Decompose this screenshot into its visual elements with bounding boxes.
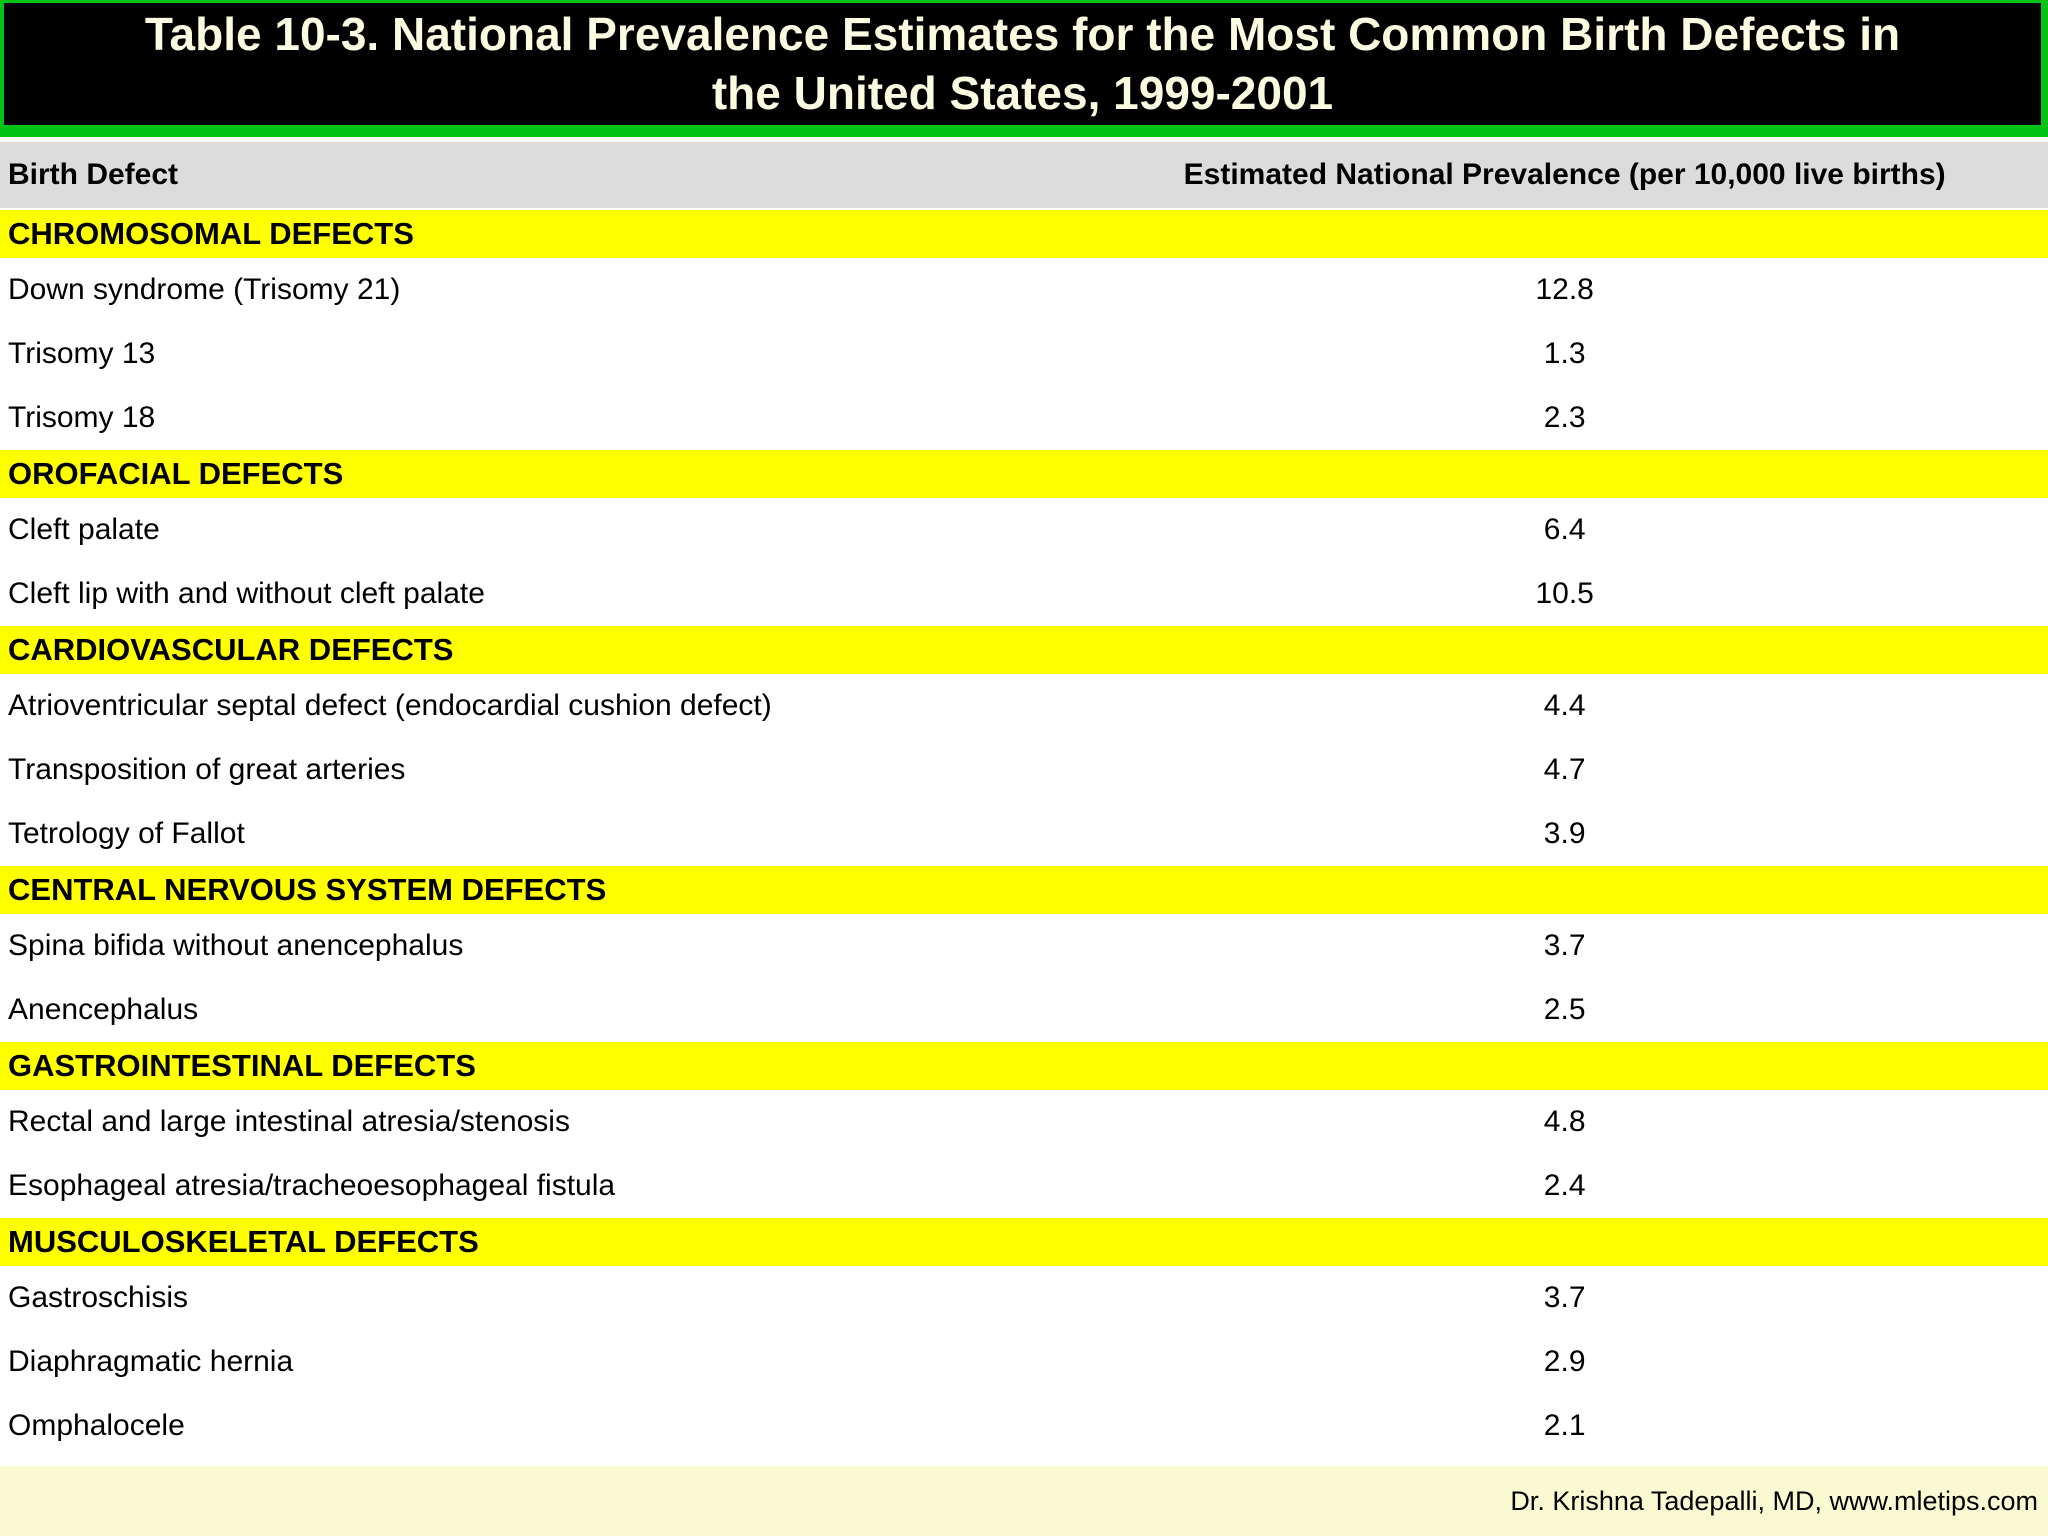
prevalence-value: 6.4	[1543, 513, 1586, 546]
table-row: Anencephalus 2.5	[0, 978, 2048, 1042]
table-body: CHROMOSOMAL DEFECTS Down syndrome (Trisom…	[0, 210, 2048, 1458]
defect-label: Trisomy 18	[8, 401, 156, 434]
table-row: Rectal and large intestinal atresia/sten…	[0, 1090, 2048, 1154]
defect-label: Rectal and large intestinal atresia/sten…	[8, 1105, 570, 1138]
defect-label: Atrioventricular septal defect (endocard…	[8, 689, 772, 722]
defect-label: Spina bifida without anencephalus	[8, 929, 464, 962]
column-header-row: Birth Defect Estimated National Prevalen…	[0, 142, 2048, 208]
section-header: CARDIOVASCULAR DEFECTS	[0, 626, 2048, 674]
prevalence-value: 3.7	[1543, 1281, 1586, 1314]
section-header: OROFACIAL DEFECTS	[0, 450, 2048, 498]
table-row: Diaphragmatic hernia 2.9	[0, 1330, 2048, 1394]
table-row: Cleft palate 6.4	[0, 498, 2048, 562]
defect-label: Omphalocele	[8, 1409, 185, 1442]
prevalence-value: 4.8	[1543, 1105, 1586, 1138]
column-header-prevalence: Estimated National Prevalence (per 10,00…	[1183, 158, 1946, 191]
defect-label: Esophageal atresia/tracheoesophageal fis…	[8, 1169, 616, 1202]
prevalence-value: 2.5	[1543, 993, 1586, 1026]
prevalence-value: 2.4	[1543, 1169, 1586, 1202]
table-title-line-2: the United States, 1999-2001	[711, 67, 1334, 119]
defect-label: Trisomy 13	[8, 337, 156, 370]
prevalence-value: 2.9	[1543, 1345, 1586, 1378]
defect-label: Cleft palate	[8, 513, 160, 546]
prevalence-value: 12.8	[1535, 273, 1594, 306]
section-header: CENTRAL NERVOUS SYSTEM DEFECTS	[0, 866, 2048, 914]
prevalence-value: 4.4	[1543, 689, 1586, 722]
table-row: Gastroschisis 3.7	[0, 1266, 2048, 1330]
prevalence-value: 2.1	[1543, 1409, 1586, 1442]
prevalence-value: 3.7	[1543, 929, 1586, 962]
section-header: MUSCULOSKELETAL DEFECTS	[0, 1218, 2048, 1266]
defect-label: Anencephalus	[8, 993, 199, 1026]
table-row: Cleft lip with and without cleft palate 1…	[0, 562, 2048, 626]
defect-label: Transposition of great arteries	[8, 753, 406, 786]
defect-label: Cleft lip with and without cleft palate	[8, 577, 485, 610]
table-row: Tetrology of Fallot 3.9	[0, 802, 2048, 866]
prevalence-value: 10.5	[1535, 577, 1594, 610]
table-row: Down syndrome (Trisomy 21) 12.8	[0, 258, 2048, 322]
prevalence-value: 1.3	[1543, 337, 1586, 370]
column-header-birth-defect: Birth Defect	[8, 158, 179, 191]
table-row: Spina bifida without anencephalus 3.7	[0, 914, 2048, 978]
footer-credit: Dr. Krishna Tadepalli, MD, www.mletips.c…	[1510, 1485, 2038, 1516]
table-title: Table 10-3. National Prevalence Estimate…	[0, 0, 2048, 137]
defect-label: Gastroschisis	[8, 1281, 189, 1314]
defect-label: Diaphragmatic hernia	[8, 1345, 294, 1378]
defect-label: Down syndrome (Trisomy 21)	[8, 273, 401, 306]
footer-bar: Dr. Krishna Tadepalli, MD, www.mletips.c…	[0, 1466, 2048, 1536]
table-row: Atrioventricular septal defect (endocard…	[0, 674, 2048, 738]
defect-label: Tetrology of Fallot	[8, 817, 245, 850]
section-header: CHROMOSOMAL DEFECTS	[0, 210, 2048, 258]
table-row: Trisomy 13 1.3	[0, 322, 2048, 386]
table-row: Omphalocele 2.1	[0, 1394, 2048, 1458]
prevalence-value: 2.3	[1543, 401, 1586, 434]
table-row: Trisomy 18 2.3	[0, 386, 2048, 450]
section-header: GASTROINTESTINAL DEFECTS	[0, 1042, 2048, 1090]
prevalence-value: 4.7	[1543, 753, 1586, 786]
table-row: Esophageal atresia/tracheoesophageal fis…	[0, 1154, 2048, 1218]
table-title-line-1: Table 10-3. National Prevalence Estimate…	[144, 8, 1901, 61]
table-row: Transposition of great arteries 4.7	[0, 738, 2048, 802]
prevalence-value: 3.9	[1543, 817, 1586, 850]
